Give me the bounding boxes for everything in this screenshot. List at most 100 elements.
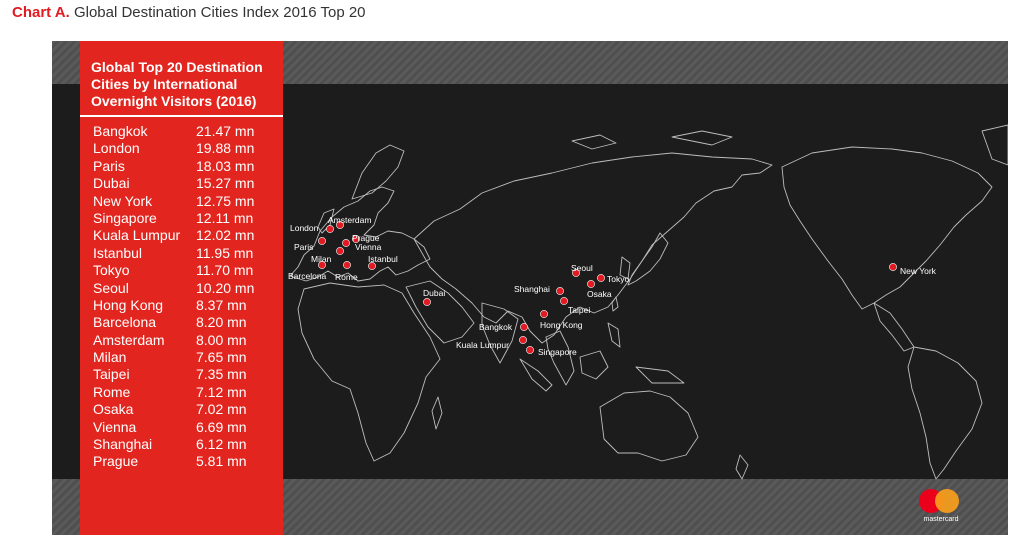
india-outline	[481, 302, 519, 364]
marker-new-york	[889, 263, 897, 271]
central-america-outline	[873, 302, 915, 352]
korea-outline	[619, 256, 631, 280]
marker-milan	[336, 247, 344, 255]
label-hong-kong: Hong Kong	[540, 320, 583, 330]
madagascar-outline	[431, 396, 443, 430]
visitor-count: 12.02 mn	[196, 227, 255, 244]
label-shanghai: Shanghai	[514, 284, 550, 294]
marker-amsterdam	[336, 221, 344, 229]
borneo-outline	[579, 350, 609, 380]
visitor-count: 6.12 mn	[196, 436, 247, 453]
city-row: Prague 5.81 mn	[91, 453, 276, 470]
city-row: Rome 7.12 mn	[91, 384, 276, 401]
arctic-islands-outline	[571, 130, 733, 150]
marker-istanbul	[368, 262, 376, 270]
visitor-count: 11.95 mn	[196, 244, 254, 261]
label-rome: Rome	[335, 272, 358, 282]
visitor-count: 7.02 mn	[196, 401, 247, 418]
city-list: Bangkok 21.47 mn London 19.88 mn Paris 18.03 …	[91, 123, 276, 471]
city-row: Bangkok 21.47 mn	[91, 123, 276, 140]
newzealand-outline	[735, 454, 749, 480]
label-tokyo: Tokyo	[607, 274, 629, 284]
city-name: Prague	[93, 453, 139, 470]
japan-outline	[627, 232, 669, 286]
city-row: London 19.88 mn	[91, 140, 276, 157]
label-seoul: Seoul	[571, 263, 593, 273]
logo-text: mastercard	[923, 516, 959, 523]
australia-outline	[599, 390, 699, 462]
label-singapore: Singapore	[538, 347, 577, 357]
britain-outline	[317, 208, 335, 234]
map-frame: London Amsterdam Prague Vienna Paris Milan Ist…	[52, 41, 1008, 535]
label-vienna: Vienna	[355, 242, 382, 252]
arabia-outline	[405, 280, 475, 344]
north-america-outline	[781, 146, 993, 310]
scandinavia-outline	[351, 144, 405, 200]
label-bangkok: Bangkok	[479, 322, 513, 332]
visitor-count: 11.70 mn	[196, 262, 254, 279]
city-name: Hong Kong	[93, 296, 164, 313]
label-prague: Prague	[352, 233, 380, 243]
city-name: Istanbul	[93, 244, 143, 261]
top20-panel: Global Top 20 Destination Cities by Inte…	[80, 41, 283, 535]
chart-title-text: Global Destination Cities Index 2016 Top…	[69, 4, 366, 21]
indochina-outline	[545, 330, 575, 386]
city-name: Singapore	[93, 209, 157, 226]
city-name: Barcelona	[93, 314, 157, 331]
chart-title: Chart A. Global Destination Cities Index…	[12, 4, 366, 21]
label-milan: Milan	[311, 254, 332, 264]
south-america-outline	[907, 346, 983, 480]
label-london: London	[290, 223, 319, 233]
city-row: Hong Kong 8.37 mn	[91, 297, 276, 314]
city-name: Milan	[93, 349, 127, 366]
city-name: Tokyo	[93, 262, 130, 279]
visitor-count: 12.11 mn	[196, 209, 254, 226]
asia-outline	[413, 152, 773, 344]
greenland-outline	[981, 124, 1008, 166]
visitor-count: 8.20 mn	[196, 314, 247, 331]
visitor-count: 6.69 mn	[196, 418, 247, 435]
marker-bangkok	[520, 323, 528, 331]
marker-prague	[352, 235, 360, 243]
label-osaka: Osaka	[587, 289, 612, 299]
label-dubai: Dubai	[423, 288, 445, 298]
visitor-count: 8.00 mn	[196, 331, 247, 348]
visitor-count: 7.35 mn	[196, 366, 247, 383]
mastercard-logo: mastercard	[915, 487, 967, 525]
city-name: Vienna	[93, 418, 137, 435]
city-name: Osaka	[93, 401, 134, 418]
city-name: New York	[93, 192, 153, 209]
label-taipei: Taipei	[568, 305, 590, 315]
city-row: Amsterdam 8.00 mn	[91, 332, 276, 349]
visitor-count: 19.88 mn	[196, 140, 255, 157]
visitor-count: 8.37 mn	[196, 296, 247, 313]
logo-yellow-circle	[935, 489, 959, 513]
label-istanbul: Istanbul	[368, 254, 398, 264]
city-row: Seoul 10.20 mn	[91, 280, 276, 297]
marker-seoul	[572, 269, 580, 277]
city-name: Taipei	[93, 366, 130, 383]
visitor-count: 18.03 mn	[196, 157, 255, 174]
marker-osaka	[587, 280, 595, 288]
city-name: Bangkok	[93, 123, 148, 139]
marker-tokyo	[597, 274, 605, 282]
city-row: Kuala Lumpur 12.02 mn	[91, 227, 276, 244]
city-name: Dubai	[93, 175, 130, 192]
visitor-count: 7.65 mn	[196, 349, 247, 366]
city-row: Vienna 6.69 mn	[91, 419, 276, 436]
city-row: Istanbul 11.95 mn	[91, 245, 276, 262]
city-name: Rome	[93, 383, 131, 400]
city-row: New York 12.75 mn	[91, 193, 276, 210]
taiwan-outline	[611, 296, 619, 312]
marker-rome	[343, 261, 351, 269]
city-row: Paris 18.03 mn	[91, 158, 276, 175]
marker-barcelona	[318, 261, 326, 269]
city-name: Kuala Lumpur	[93, 227, 181, 244]
city-name: Seoul	[93, 279, 129, 296]
city-row: Barcelona 8.20 mn	[91, 314, 276, 331]
label-new-york: New York	[900, 266, 937, 276]
city-row: Taipei 7.35 mn	[91, 366, 276, 383]
africa-outline	[297, 282, 441, 462]
city-name: Shanghai	[93, 436, 153, 453]
